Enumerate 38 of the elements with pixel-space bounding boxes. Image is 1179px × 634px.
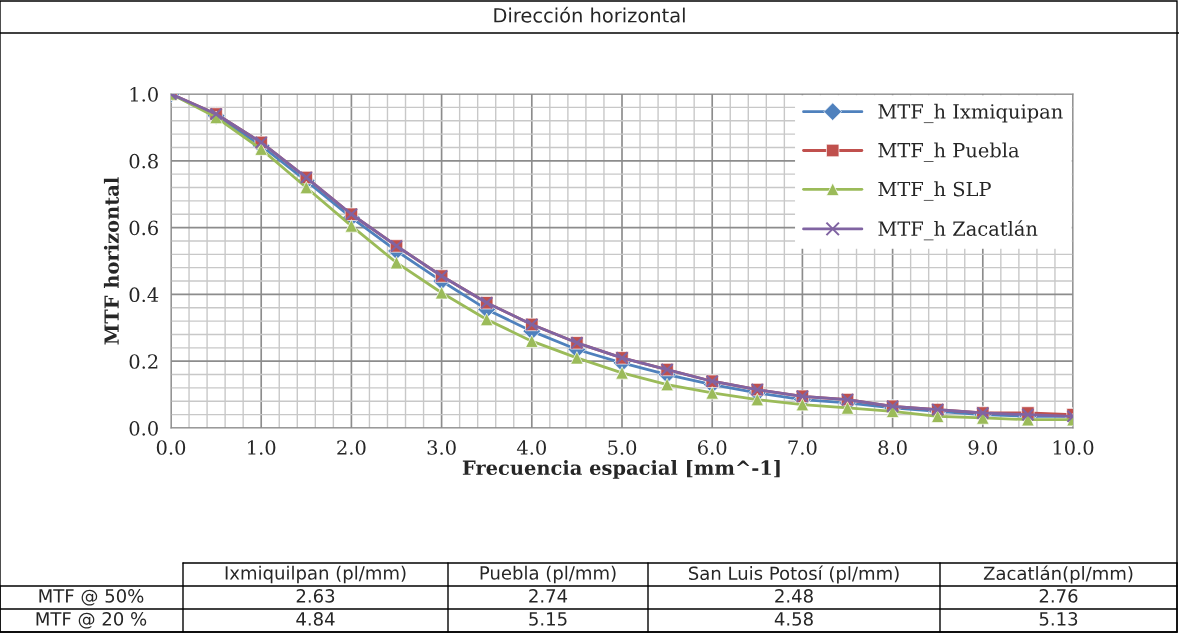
- y-tick-label: 1.0: [130, 86, 158, 102]
- x-tick-label: 7.0: [788, 440, 817, 455]
- legend-label: MTF_h SLP: [878, 181, 991, 201]
- text: 4.84: [296, 612, 335, 626]
- text: 2.63: [296, 589, 335, 603]
- x-tick-label: 6.0: [698, 440, 727, 455]
- x-tick-label: 3.0: [427, 440, 456, 455]
- x-tick-label: 9.0: [968, 440, 997, 455]
- y-tick-label: 0.0: [129, 420, 158, 436]
- category-label: MTF @ 20 %: [36, 612, 147, 629]
- x-tick-label: 1.0: [248, 440, 276, 455]
- legend-label: MTF_h Puebla: [878, 142, 1020, 162]
- y-tick-label: 0.8: [129, 153, 158, 169]
- text: 2.76: [1039, 589, 1078, 603]
- legend-label: MTF_h Ixmiquipan: [878, 103, 1063, 124]
- x-axis-title: Frecuencia espacial [mm^-1]: [462, 460, 780, 479]
- category-label: Puebla (pl/mm): [480, 565, 616, 584]
- y-tick-label: 0.6: [129, 220, 158, 236]
- legend-label: MTF_h Zacatlán: [878, 220, 1038, 241]
- category-label: MTF @ 50%: [39, 589, 144, 606]
- x-tick-label: 2.0: [337, 440, 366, 455]
- category-label: San Luis Potosí (pl/mm): [688, 565, 899, 584]
- y-tick-label: 0.4: [129, 287, 159, 303]
- category-label: Zacatlán(pl/mm): [983, 565, 1133, 584]
- x-tick-label: 0.0: [156, 440, 186, 455]
- text: 2.74: [529, 589, 568, 603]
- chart-title: Dirección horizontal: [494, 6, 685, 23]
- x-tick-label: 5.0: [608, 440, 637, 455]
- y-tick-label: 0.2: [129, 354, 158, 369]
- text: 4.58: [774, 612, 813, 626]
- text: 2.48: [775, 589, 813, 603]
- category-label: Ixmiquilpan (pl/mm): [225, 565, 406, 584]
- x-tick-label: 8.0: [878, 440, 907, 455]
- x-tick-label: 4.0: [516, 440, 546, 455]
- x-tick-label: 10.0: [1053, 440, 1094, 455]
- text: 5.13: [1039, 612, 1078, 626]
- text: 5.15: [529, 612, 567, 626]
- y-axis-title: MTF horizontal: [103, 177, 119, 345]
